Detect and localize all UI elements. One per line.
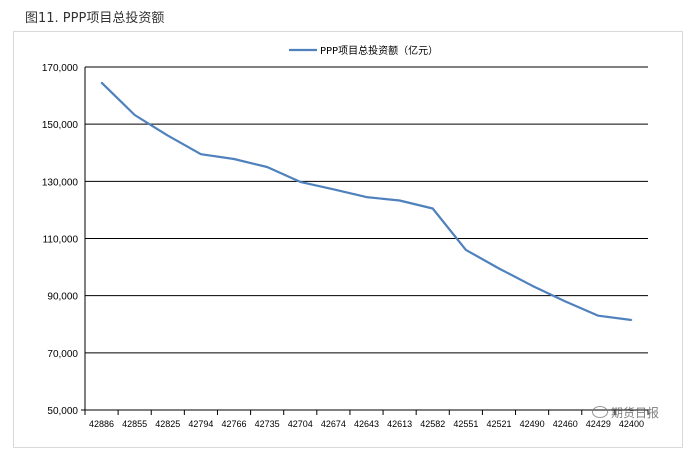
wechat-icon <box>591 406 608 418</box>
x-tick-label: 42766 <box>222 419 247 429</box>
x-tick-label: 42429 <box>586 419 611 429</box>
data-point <box>597 314 600 317</box>
x-tick-label: 42490 <box>520 419 545 429</box>
x-tick-label: 42704 <box>288 419 313 429</box>
y-tick-label: 90,000 <box>47 292 78 303</box>
data-point <box>564 300 567 303</box>
x-tick-label: 42643 <box>354 419 379 429</box>
x-tick-label: 42460 <box>553 419 578 429</box>
data-point <box>100 81 103 84</box>
data-point <box>630 319 633 321</box>
data-point <box>332 188 335 191</box>
x-tick-label: 42735 <box>255 419 280 429</box>
y-tick-label: 110,000 <box>43 235 79 246</box>
figure-title: 图11. PPP项目总投资额 <box>25 11 165 26</box>
line-chart: 50,000 70,000 90,000 110,000 130,000 150,000 1… <box>42 44 649 429</box>
data-point <box>365 196 368 198</box>
data-point <box>465 249 467 251</box>
data-point <box>431 207 434 210</box>
legend-label: PPP项目总投资额（亿元） <box>320 44 438 57</box>
data-point <box>200 153 202 155</box>
data-point <box>233 158 235 160</box>
data-point <box>266 166 268 168</box>
x-tick-label: 42674 <box>321 419 346 429</box>
data-point <box>498 267 500 270</box>
x-tick-label: 42794 <box>188 419 213 429</box>
x-tick-label: 42613 <box>387 419 412 429</box>
watermark-text: 期货日报 <box>610 406 659 420</box>
x-tick-label: 42825 <box>155 419 180 429</box>
x-tick-label: 42855 <box>122 419 147 429</box>
y-tick-label: 70,000 <box>47 349 78 360</box>
data-point <box>299 181 302 183</box>
x-tick-label: 42886 <box>89 419 114 429</box>
y-tick-label: 170,000 <box>42 63 79 74</box>
chart-frame: 50,000 70,000 90,000 110,000 130,000 150,000 1… <box>13 31 683 448</box>
x-tick-label: 42521 <box>486 419 511 429</box>
data-point <box>398 199 401 202</box>
data-point <box>133 114 136 116</box>
y-tick-label: 150,000 <box>42 120 79 131</box>
x-tick-label: 42400 <box>619 419 644 429</box>
x-tick-label: 42551 <box>453 419 478 429</box>
watermark: 期货日报 <box>591 404 659 421</box>
series-line <box>100 81 632 322</box>
y-tick-label: 50,000 <box>47 406 78 417</box>
data-point <box>531 284 533 287</box>
y-tick-label: 130,000 <box>42 177 79 188</box>
data-point <box>166 134 169 137</box>
x-tick-label: 42582 <box>420 419 445 429</box>
